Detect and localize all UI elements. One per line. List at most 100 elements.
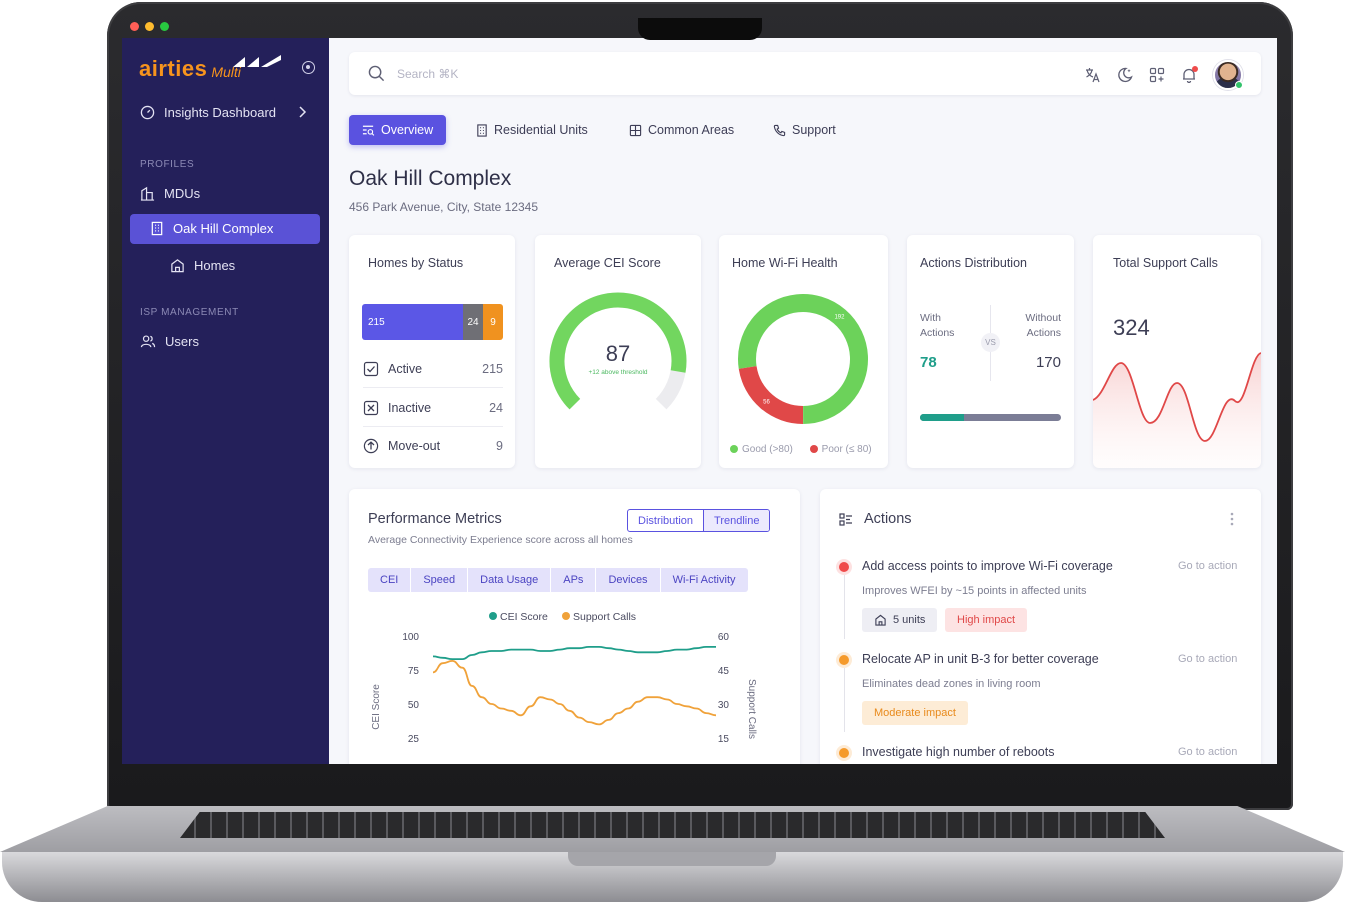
go-to-action-link[interactable]: Go to action bbox=[1178, 746, 1238, 758]
y2-tick-label: 15 bbox=[718, 734, 730, 745]
building-icon bbox=[151, 221, 163, 236]
apps-grid-icon[interactable] bbox=[1149, 67, 1165, 83]
chip-data-usage[interactable]: Data Usage bbox=[468, 568, 552, 592]
sidebar: airties Multi Insights Dashboard PROFILE… bbox=[122, 38, 329, 764]
sparkline-line bbox=[1093, 352, 1261, 442]
go-to-action-link[interactable]: Go to action bbox=[1178, 653, 1238, 665]
donut-label-good: 192 bbox=[834, 315, 845, 321]
homes-by-status-card: Homes by Status 215 24 9 Active 215 Inac… bbox=[349, 235, 515, 468]
chip-aps[interactable]: APs bbox=[551, 568, 597, 592]
status-row-moveout: Move-out 9 bbox=[363, 438, 503, 454]
users-icon bbox=[140, 335, 156, 348]
legend-swatch-good bbox=[730, 445, 738, 453]
legend-good: Good (>80) bbox=[742, 444, 793, 455]
dark-mode-moon-icon[interactable] bbox=[1117, 67, 1133, 83]
go-to-action-link[interactable]: Go to action bbox=[1178, 560, 1238, 572]
tab-common-areas[interactable]: Common Areas bbox=[616, 115, 747, 145]
cei-threshold-note: +12 above threshold bbox=[588, 369, 648, 376]
minimize-window-button[interactable] bbox=[145, 22, 154, 31]
status-stacked-bar: 215 24 9 bbox=[362, 304, 503, 340]
more-vertical-icon[interactable] bbox=[1230, 512, 1234, 526]
chip-speed[interactable]: Speed bbox=[411, 568, 469, 592]
status-value: 24 bbox=[489, 401, 503, 415]
cei-score-card: Average CEI Score 87 +12 above threshold bbox=[535, 235, 701, 468]
floor-plan-icon bbox=[629, 124, 642, 136]
with-actions-label: With Actions bbox=[920, 312, 955, 339]
isp-management-heading: ISP MANAGEMENT bbox=[140, 307, 239, 318]
sidebar-item-homes[interactable]: Homes bbox=[170, 258, 235, 273]
tab-label: Residential Units bbox=[494, 123, 588, 137]
wifi-legend: Good (>80) Poor (≤ 80) bbox=[730, 444, 872, 455]
card-title: Total Support Calls bbox=[1113, 256, 1218, 270]
action-dot bbox=[839, 655, 849, 665]
actions-title: Actions bbox=[864, 511, 912, 527]
page-title: Oak Hill Complex bbox=[349, 167, 512, 190]
chip-cei[interactable]: CEI bbox=[368, 568, 412, 592]
y-tick-label: 100 bbox=[402, 632, 419, 643]
actions-ratio-bar bbox=[920, 414, 1061, 421]
chevron-right-icon[interactable] bbox=[298, 106, 307, 118]
performance-metrics-card: Performance Metrics Average Connectivity… bbox=[349, 489, 800, 764]
legend-swatch bbox=[489, 612, 497, 620]
sidebar-item-mdus[interactable]: MDUs bbox=[140, 186, 200, 201]
units-count: 5 units bbox=[893, 614, 926, 626]
avatar[interactable] bbox=[1213, 60, 1243, 90]
donut-slice-good bbox=[738, 294, 868, 424]
translate-icon[interactable] bbox=[1085, 67, 1101, 83]
sidebar-item-label: Oak Hill Complex bbox=[173, 221, 274, 236]
tab-label: Common Areas bbox=[648, 123, 735, 137]
notifications-button[interactable] bbox=[1181, 66, 1198, 84]
y-tick-label: 25 bbox=[408, 734, 420, 745]
action-dot bbox=[839, 562, 849, 572]
with-actions-value: 78 bbox=[920, 354, 937, 371]
sidebar-item-insights-dashboard[interactable]: Insights Dashboard bbox=[140, 105, 276, 120]
camera-notch bbox=[638, 18, 762, 40]
profiles-heading: PROFILES bbox=[140, 159, 195, 170]
series-line-cei-score bbox=[432, 646, 716, 660]
card-title: Home Wi-Fi Health bbox=[732, 256, 838, 270]
toggle-trendline[interactable]: Trendline bbox=[703, 510, 770, 531]
actions-distribution-card: Actions Distribution With Actions Withou… bbox=[907, 235, 1074, 468]
performance-subtitle: Average Connectivity Experience score ac… bbox=[368, 534, 633, 546]
close-window-button[interactable] bbox=[130, 22, 139, 31]
action-description: Eliminates dead zones in living room bbox=[862, 678, 1041, 690]
chip-devices[interactable]: Devices bbox=[596, 568, 661, 592]
sidebar-item-label: MDUs bbox=[164, 186, 201, 201]
tab-residential-units[interactable]: Residential Units bbox=[463, 115, 601, 145]
bar-segment-moveout: 9 bbox=[483, 304, 503, 340]
sidebar-item-users[interactable]: Users bbox=[140, 334, 199, 349]
tab-support[interactable]: Support bbox=[760, 115, 849, 145]
wifi-health-donut: 192 56 bbox=[738, 294, 868, 424]
chart-axis-ticks: 100 75 50 25 60 45 30 15 bbox=[402, 632, 729, 745]
notification-badge bbox=[1192, 66, 1198, 72]
phone-icon bbox=[773, 124, 786, 136]
support-calls-sparkline bbox=[1093, 352, 1261, 468]
sidebar-item-oak-hill-complex-content[interactable]: Oak Hill Complex bbox=[150, 221, 273, 236]
legend-swatch bbox=[562, 612, 570, 620]
sidebar-toggle-icon[interactable] bbox=[302, 61, 315, 74]
without-actions-value: 170 bbox=[1035, 354, 1061, 371]
action-title: Relocate AP in unit B-3 for better cover… bbox=[862, 652, 1099, 666]
card-title: Actions Distribution bbox=[920, 256, 1027, 270]
gauge-fill bbox=[549, 292, 687, 410]
chip-wifi-activity[interactable]: Wi-Fi Activity bbox=[672, 574, 736, 586]
toggle-distribution[interactable]: Distribution bbox=[638, 514, 694, 527]
status-label: Move-out bbox=[388, 439, 441, 453]
maximize-window-button[interactable] bbox=[160, 22, 169, 31]
impact-badge-high: High impact bbox=[945, 608, 1028, 632]
search-input[interactable] bbox=[397, 64, 697, 84]
wifi-health-card: Home Wi-Fi Health 192 56 Good (>80) Poor… bbox=[719, 235, 888, 468]
card-title: Average CEI Score bbox=[554, 256, 661, 270]
home-icon bbox=[875, 614, 886, 626]
donut-label-poor: 56 bbox=[763, 399, 770, 405]
cei-score-value: 87 bbox=[605, 341, 631, 366]
without-actions-label: Without Actions bbox=[1025, 312, 1061, 339]
logo-wing-icon bbox=[233, 55, 281, 67]
dashboard-gauge-icon bbox=[140, 105, 155, 120]
search-icon bbox=[368, 65, 385, 82]
status-label: Active bbox=[388, 362, 423, 376]
tab-overview[interactable]: Overview bbox=[349, 115, 447, 145]
cei-gauge bbox=[549, 292, 687, 410]
ratio-fill-with-actions bbox=[920, 414, 965, 421]
card-title: Homes by Status bbox=[368, 256, 464, 270]
